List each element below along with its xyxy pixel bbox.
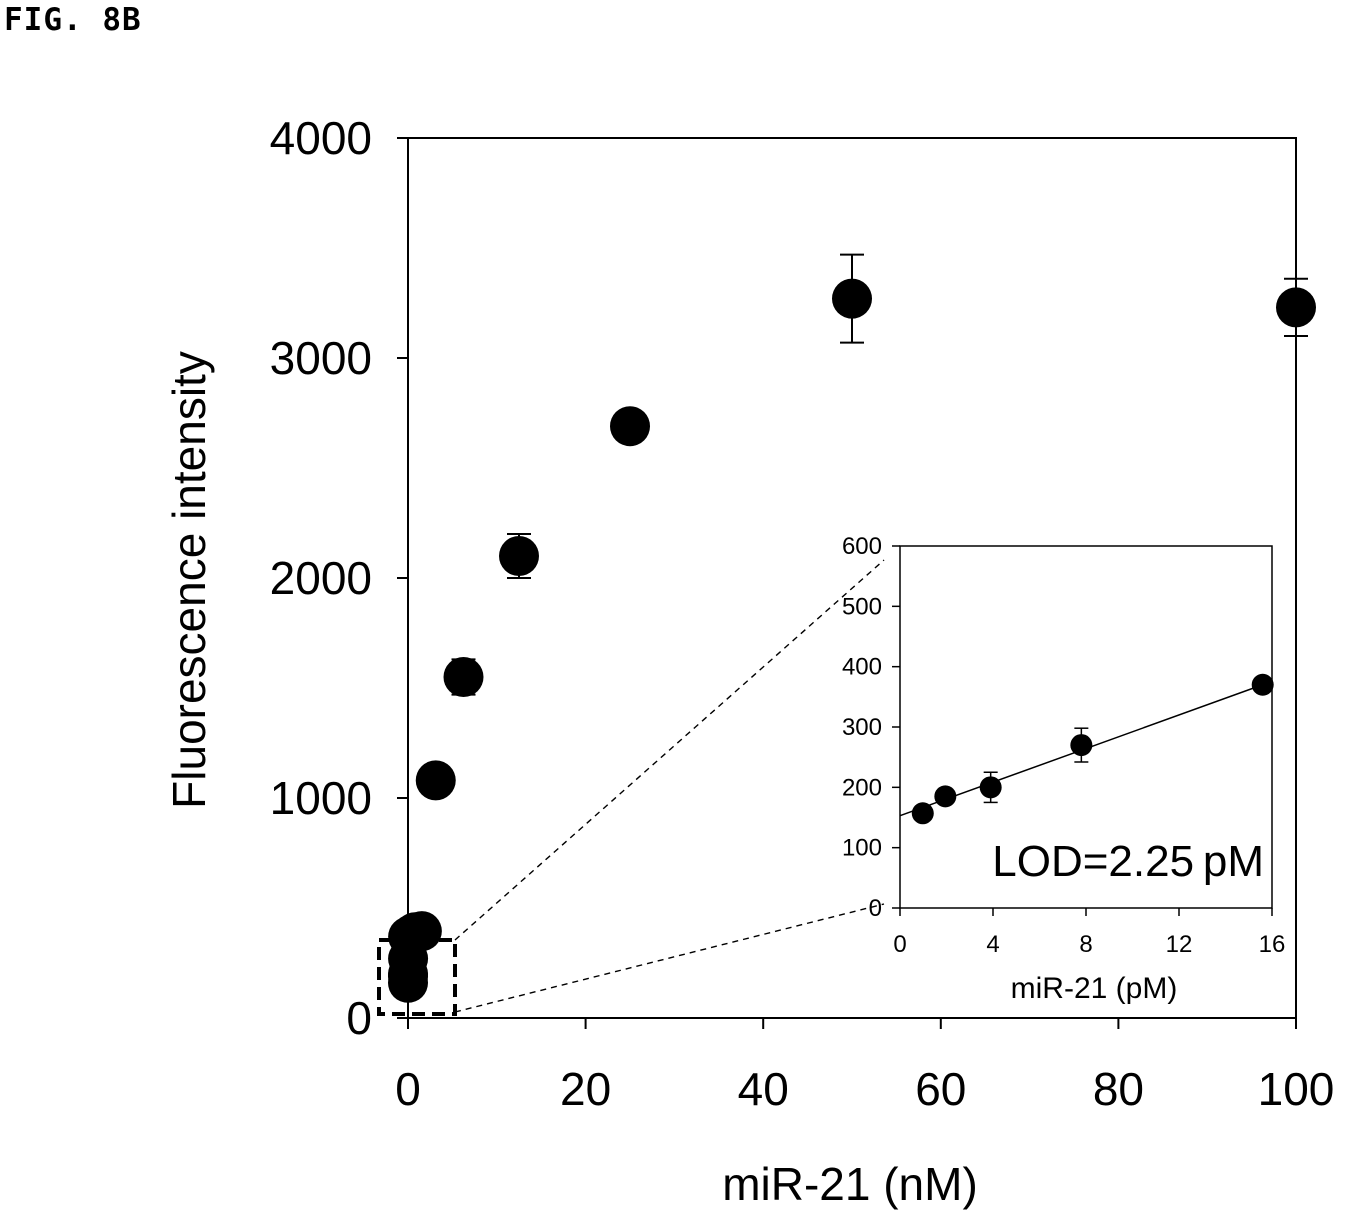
y-axis-title: Fluorescence intensity	[163, 351, 215, 809]
zoom-connector-line	[454, 903, 885, 1013]
y-tick-label: 2000	[270, 552, 372, 604]
data-point	[415, 760, 456, 801]
x-tick-label: 20	[560, 1063, 611, 1115]
x-tick-label: 60	[915, 1063, 966, 1115]
zoom-connector-line	[454, 559, 885, 941]
inset-y-tick-label: 200	[842, 774, 882, 801]
inset-data-point	[934, 785, 957, 808]
x-tick-label: 40	[738, 1063, 789, 1115]
x-tick-label: 0	[395, 1063, 421, 1115]
inset-y-tick-label: 300	[842, 714, 882, 741]
inset-x-tick-label: 0	[893, 931, 906, 958]
y-tick-label: 0	[346, 992, 372, 1044]
x-tick-label: 80	[1093, 1063, 1144, 1115]
data-point	[499, 536, 539, 576]
y-tick-label: 4000	[270, 112, 372, 164]
inset-y-tick-label: 0	[869, 895, 882, 922]
inset-x-tick-label: 4	[986, 931, 999, 958]
inset-x-tick-label: 16	[1259, 931, 1286, 958]
inset-y-tick-label: 400	[842, 654, 882, 681]
zoom-region	[377, 559, 885, 1016]
inset-x-tick-label: 12	[1166, 931, 1193, 958]
data-point	[1276, 287, 1316, 328]
inset-data-point	[1070, 734, 1093, 757]
inset-data-point	[979, 776, 1002, 799]
x-tick-label: 100	[1258, 1063, 1335, 1115]
lod-annotation: LOD=2.25 pM	[992, 837, 1264, 886]
data-point	[610, 406, 650, 447]
y-tick-label: 1000	[270, 772, 372, 824]
inset-y-tick-label: 600	[842, 533, 882, 560]
y-tick-label: 3000	[270, 332, 372, 384]
inset-frame	[899, 545, 1273, 909]
inset-y-tick-label: 100	[842, 835, 882, 862]
zoom-box-outline	[377, 938, 457, 1016]
x-axis-title: miR-21 (nM)	[722, 1158, 978, 1210]
inset-x-axis-title: miR-21 (pM)	[1011, 972, 1178, 1005]
inset-y-tick-label: 500	[842, 593, 882, 620]
inset-data-point	[911, 802, 934, 825]
inset-x-tick-label: 8	[1079, 931, 1092, 958]
data-point	[443, 657, 484, 697]
data-point	[832, 278, 872, 319]
inset-data-point	[1251, 673, 1274, 696]
data-point	[401, 911, 442, 952]
inset-plot: 0 4 8 12 16 0 100 200 300 400 500 600 miR-21 (pM) LOD…	[842, 533, 1285, 1005]
figure-label: FIG. 8B	[4, 2, 142, 38]
